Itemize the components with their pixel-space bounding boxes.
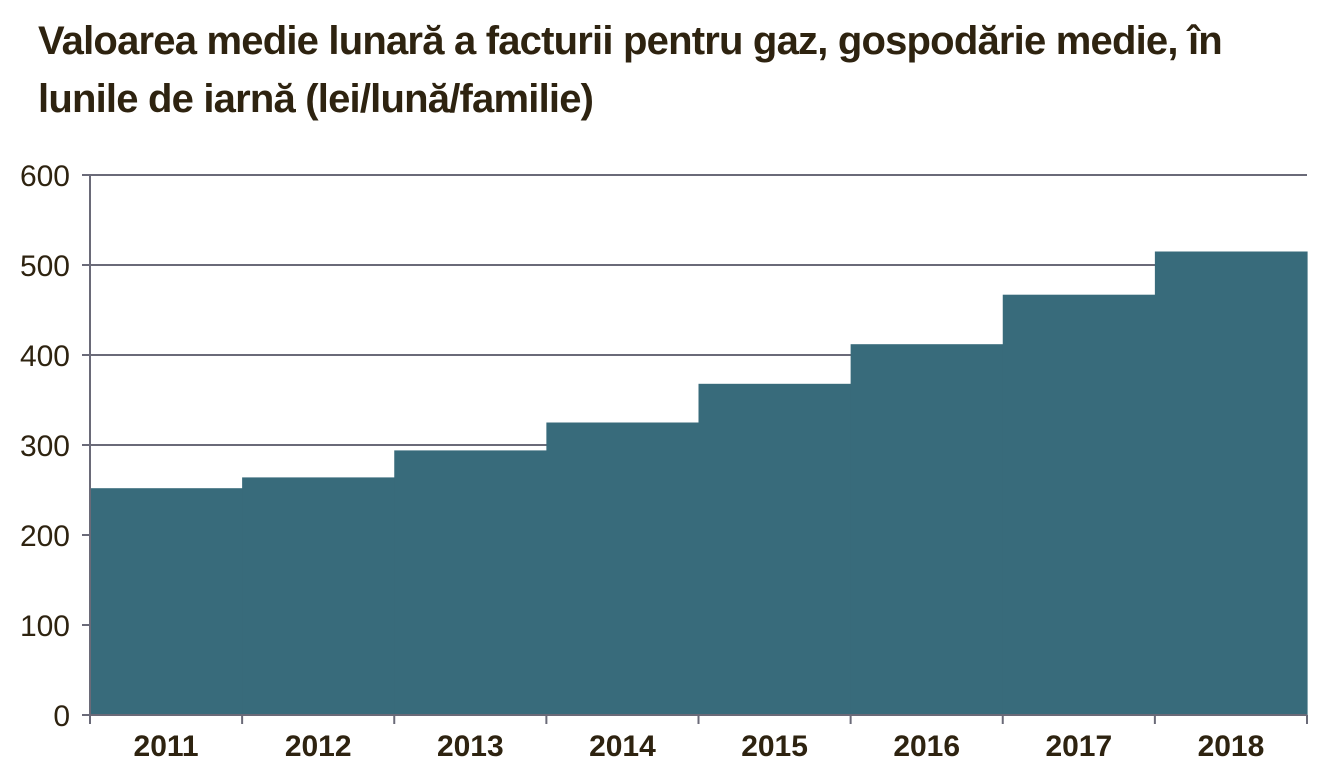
- x-tick-label: 2012: [285, 730, 352, 763]
- bar-2012: [242, 477, 395, 715]
- chart-title: Valoarea medie lunară a facturii pentru …: [38, 19, 1223, 121]
- x-tick-label: 2017: [1045, 730, 1112, 763]
- bar-2014: [546, 422, 700, 715]
- y-tick-label: 300: [20, 430, 70, 463]
- x-tick-label: 2016: [893, 730, 960, 763]
- y-tick-label: 500: [20, 250, 70, 283]
- bar-2013: [394, 450, 547, 715]
- y-tick-label: 400: [20, 340, 70, 373]
- bar-2017: [1002, 294, 1156, 715]
- bar-2015: [698, 383, 852, 715]
- bars: [90, 251, 1308, 715]
- x-tick-label: 2014: [589, 730, 656, 763]
- y-tick-label: 0: [53, 700, 70, 733]
- x-tick-label: 2018: [1198, 730, 1265, 763]
- bar-2011: [90, 488, 243, 715]
- bar-2016: [850, 344, 1004, 715]
- x-tick-label: 2011: [134, 730, 199, 763]
- y-tick-label: 200: [20, 520, 70, 553]
- y-tick-label: 600: [20, 160, 70, 193]
- x-tick-label: 2013: [437, 730, 504, 763]
- axes: [82, 175, 1308, 724]
- bar-2018: [1154, 251, 1308, 715]
- y-tick-label: 100: [20, 610, 70, 643]
- x-tick-label: 2015: [741, 730, 808, 763]
- axis-labels: 0 100 200 300 400 500 600 2011 2012 2013 2014 2015 2…: [20, 160, 1264, 763]
